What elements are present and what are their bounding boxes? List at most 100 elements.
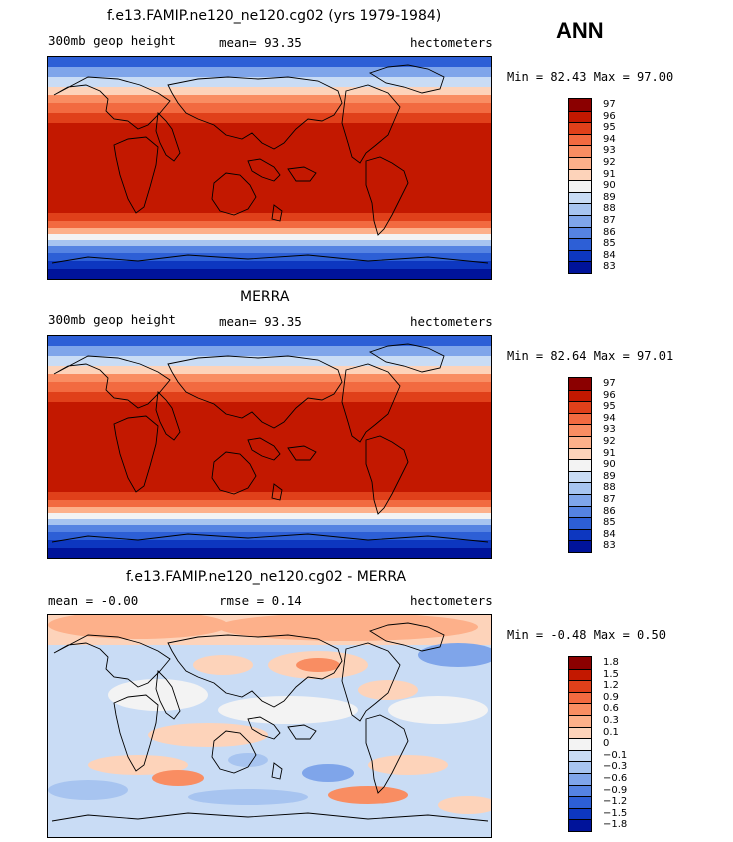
- colorbar-tick-label: 94: [603, 412, 616, 424]
- colorbar-tick-label: 93: [603, 424, 616, 436]
- colorbar-swatch: [569, 389, 591, 402]
- colorbar-swatch: [569, 249, 591, 262]
- colorbar-tick-label: 92: [603, 436, 616, 447]
- colorbar-swatch: [569, 133, 591, 146]
- colorbar-swatch: [569, 401, 591, 413]
- colorbar-swatch: [569, 191, 591, 204]
- colorbar-tick-label: 0: [603, 738, 610, 750]
- colorbar-swatch: [569, 214, 591, 227]
- colorbar-swatch: [569, 168, 591, 181]
- colorbar-tick-label: 93: [603, 145, 616, 157]
- colorbar-swatch: [569, 761, 591, 773]
- colorbar-swatch: [569, 749, 591, 762]
- colorbar-swatch: [569, 784, 591, 797]
- colorbar-tick-label: 90: [603, 180, 616, 192]
- colorbar-tick-label: 0.3: [603, 715, 619, 726]
- colorbar-swatch: [569, 493, 591, 506]
- colorbar-swatch: [569, 668, 591, 681]
- colorbar-tick-label: 97: [603, 378, 616, 389]
- colorbar-swatch: [569, 703, 591, 715]
- panel-1-left-label: 300mb geop height: [48, 33, 176, 48]
- colorbar-swatch: [569, 726, 591, 739]
- colorbar-swatch: [569, 470, 591, 483]
- colorbar-swatch: [569, 738, 591, 750]
- colorbar-tick-label: −0.9: [603, 784, 628, 796]
- colorbar-swatch: [569, 412, 591, 425]
- colorbar-tick-label: 0.1: [603, 726, 619, 738]
- panel-2-map-svg: [48, 336, 491, 558]
- colorbar-swatch: [569, 226, 591, 239]
- colorbar-swatch: [569, 540, 591, 552]
- panel-3-title: f.e13.FAMIP.ne120_ne120.cg02 - MERRA: [126, 569, 407, 585]
- colorbar-tick-label: 89: [603, 191, 616, 203]
- colorbar-tick-label: −0.1: [603, 749, 628, 761]
- colorbar-tick-label: 85: [603, 517, 616, 529]
- panel-2-left-label: 300mb geop height: [48, 312, 176, 327]
- panel-3-mean-label: mean = -0.00: [48, 593, 139, 608]
- panel-1-minmax: Min = 82.43 Max = 97.00: [507, 70, 674, 84]
- panel-1-mean-label: mean= 93.35: [219, 35, 302, 50]
- panel-1-units-label: hectometers: [410, 35, 493, 50]
- colorbar-swatch: [569, 378, 591, 390]
- colorbar-swatch: [569, 261, 591, 273]
- season-label: ANN: [556, 18, 604, 43]
- panel-2-title: MERRA: [240, 289, 290, 305]
- panel-3-map-svg: [48, 615, 491, 837]
- panel-3-colorbar: [568, 656, 592, 832]
- colorbar-tick-label: 92: [603, 157, 616, 168]
- colorbar-tick-label: 94: [603, 133, 616, 145]
- panel-3-map: [47, 614, 492, 838]
- colorbar-tick-label: −1.8: [603, 819, 628, 831]
- panel-2-map: [47, 335, 492, 559]
- colorbar-swatch: [569, 680, 591, 692]
- colorbar-tick-label: −0.3: [603, 761, 628, 773]
- colorbar-swatch: [569, 517, 591, 529]
- colorbar-swatch: [569, 657, 591, 669]
- colorbar-tick-label: 86: [603, 226, 616, 238]
- colorbar-tick-label: 0.6: [603, 703, 619, 715]
- colorbar-tick-label: 95: [603, 122, 616, 134]
- colorbar-swatch: [569, 180, 591, 192]
- colorbar-swatch: [569, 459, 591, 471]
- colorbar-swatch: [569, 435, 591, 448]
- colorbar-swatch: [569, 424, 591, 436]
- colorbar-swatch: [569, 505, 591, 518]
- colorbar-swatch: [569, 145, 591, 157]
- colorbar-tick-label: 1.8: [603, 657, 619, 668]
- panel-2-mean-label: mean= 93.35: [219, 314, 302, 329]
- colorbar-swatch: [569, 122, 591, 134]
- colorbar-tick-label: 87: [603, 494, 616, 505]
- colorbar-tick-label: 89: [603, 470, 616, 482]
- colorbar-tick-label: −1.5: [603, 807, 628, 819]
- colorbar-swatch: [569, 156, 591, 169]
- colorbar-tick-label: 83: [603, 540, 616, 552]
- panel-1-title: f.e13.FAMIP.ne120_ne120.cg02 (yrs 1979-1…: [107, 8, 442, 24]
- colorbar-swatch: [569, 482, 591, 494]
- colorbar-swatch: [569, 99, 591, 111]
- colorbar-swatch: [569, 110, 591, 123]
- panel-1-map-svg: [48, 57, 491, 279]
- colorbar-tick-label: 86: [603, 505, 616, 517]
- colorbar-tick-label: 91: [603, 447, 616, 459]
- colorbar-tick-label: 95: [603, 401, 616, 413]
- panel-2-minmax: Min = 82.64 Max = 97.01: [507, 349, 674, 363]
- colorbar-tick-label: 88: [603, 203, 616, 215]
- colorbar-swatch: [569, 807, 591, 820]
- colorbar-tick-label: 83: [603, 261, 616, 273]
- colorbar-swatch: [569, 772, 591, 785]
- colorbar-tick-label: 85: [603, 238, 616, 250]
- panel-3-minmax: Min = -0.48 Max = 0.50: [507, 628, 666, 642]
- colorbar-tick-label: 1.5: [603, 668, 619, 680]
- panel-2-colorbar: [568, 377, 592, 553]
- colorbar-tick-label: 91: [603, 168, 616, 180]
- colorbar-swatch: [569, 238, 591, 250]
- colorbar-swatch: [569, 528, 591, 541]
- colorbar-tick-label: 84: [603, 249, 616, 261]
- colorbar-tick-label: 1.2: [603, 680, 619, 692]
- colorbar-tick-label: 87: [603, 215, 616, 226]
- colorbar-tick-label: 96: [603, 389, 616, 401]
- panel-2-units-label: hectometers: [410, 314, 493, 329]
- panel-3-units-label: hectometers: [410, 593, 493, 608]
- colorbar-swatch: [569, 819, 591, 831]
- colorbar-tick-label: 97: [603, 99, 616, 110]
